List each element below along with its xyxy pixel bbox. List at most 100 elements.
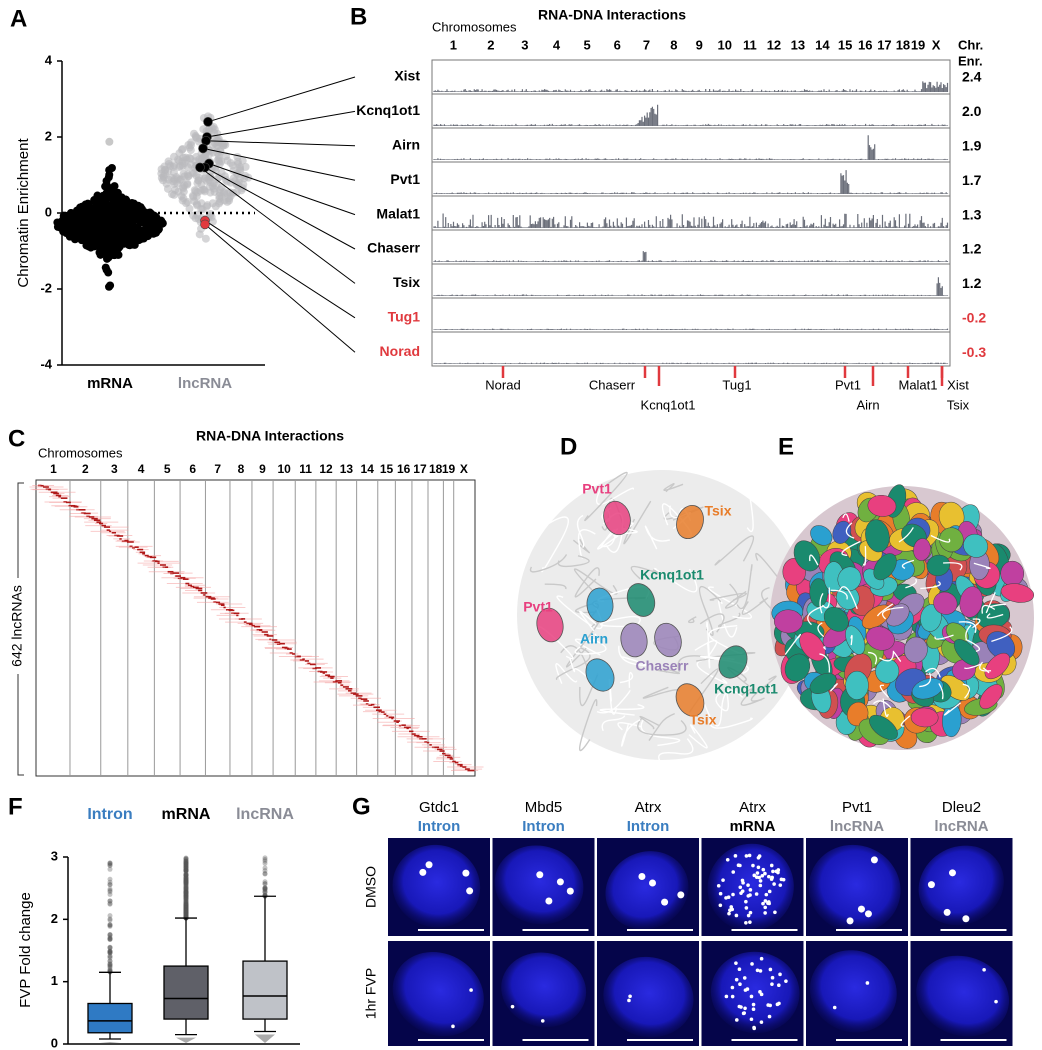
column-type: lncRNA <box>830 818 884 835</box>
chromatin-fiber <box>579 610 597 632</box>
outlier <box>107 945 113 951</box>
outlier <box>183 865 189 871</box>
chromosome-label: 3 <box>521 37 528 52</box>
outlier <box>183 902 189 908</box>
outlier <box>183 901 189 907</box>
outlier <box>183 879 189 885</box>
outlier-low <box>255 1034 275 1043</box>
outlier <box>107 949 113 955</box>
chromosome-label: 5 <box>584 37 591 52</box>
outlier <box>107 953 113 959</box>
outlier <box>183 895 189 901</box>
highlight-dot <box>195 162 205 173</box>
outlier <box>183 868 189 874</box>
locus-label: Kcnq1ot1 <box>640 567 704 583</box>
fish-spot <box>763 911 767 915</box>
outlier-low <box>100 1042 120 1043</box>
chromatin-fiber <box>838 586 858 610</box>
enrichment-value: 1.9 <box>962 138 982 154</box>
chromatin-fiber <box>740 688 765 706</box>
swarm-dot <box>115 196 124 205</box>
outlier <box>183 908 189 914</box>
outlier <box>107 860 113 866</box>
outlier <box>183 868 189 874</box>
fish-spot <box>778 883 783 887</box>
outlier <box>183 905 189 911</box>
fish-spot <box>638 873 646 881</box>
outlier <box>183 855 189 861</box>
highlight-dot <box>198 143 208 154</box>
outlier <box>183 908 189 914</box>
fish-spot <box>746 913 751 918</box>
swarm-dot <box>90 197 99 206</box>
chromosome-label: 12 <box>319 462 333 476</box>
connector <box>204 224 356 353</box>
outlier <box>183 893 189 899</box>
fish-spot <box>761 867 766 872</box>
chromosome-label: 4 <box>553 37 561 52</box>
chromosome-label: 7 <box>214 462 221 476</box>
outlier <box>262 885 268 891</box>
chromatin-fiber <box>905 578 917 589</box>
outlier <box>107 954 113 960</box>
chromosome-label: 14 <box>361 462 375 476</box>
outlier <box>183 880 189 886</box>
outlier <box>183 858 189 864</box>
swarm-dot <box>220 196 229 205</box>
swarm-dot <box>89 216 98 225</box>
swarm-dot <box>236 165 245 174</box>
chromatin-fiber <box>930 534 951 543</box>
swarm-dot <box>59 211 68 220</box>
gene-label: Xist <box>394 68 420 84</box>
outlier <box>183 907 189 913</box>
swarm-dot <box>168 190 177 199</box>
swarm-dot <box>82 231 91 240</box>
outlier <box>183 872 189 878</box>
outlier <box>183 858 189 864</box>
chromatin-fiber <box>823 646 827 650</box>
fish-spot <box>864 910 872 918</box>
outlier <box>262 860 268 866</box>
fish-spot <box>740 889 745 893</box>
outlier <box>183 903 189 909</box>
locus-blob <box>793 540 821 572</box>
chromatin-fiber <box>596 689 631 714</box>
fish-spot <box>763 899 768 903</box>
fish-spot <box>566 887 574 895</box>
locus-blob <box>869 714 898 740</box>
swarm-dot <box>157 173 166 182</box>
outlier <box>183 860 189 866</box>
outlier <box>183 859 189 865</box>
outlier <box>183 865 189 871</box>
outlier <box>183 872 189 878</box>
outlier <box>262 871 268 877</box>
panel-title: RNA-DNA Interactions <box>538 7 686 23</box>
chromatin-fiber <box>958 621 977 634</box>
chromatin-fiber <box>569 658 593 682</box>
chromosome-label: 1 <box>450 37 457 52</box>
column-header: Chr. <box>958 37 983 52</box>
chromatin-fiber <box>943 702 962 716</box>
locus-blob <box>911 677 944 700</box>
swarm-dot <box>97 210 106 219</box>
outlier <box>183 910 189 916</box>
swarm-dot <box>99 217 108 226</box>
fish-spot <box>736 863 741 868</box>
chromatin-fiber <box>618 645 647 667</box>
chromosome-label: 13 <box>340 462 354 476</box>
outlier <box>183 877 189 883</box>
chromosome-label: 11 <box>743 37 757 52</box>
chromosome-label: 17 <box>877 37 891 52</box>
chromosome-label: 19 <box>911 37 925 52</box>
outlier <box>262 889 268 895</box>
fish-spot <box>755 871 760 875</box>
outlier <box>107 950 113 956</box>
outlier <box>107 945 113 951</box>
outlier <box>183 904 189 910</box>
fish-spot <box>865 981 870 985</box>
locus-blob <box>1000 560 1025 587</box>
panel-label: G <box>352 793 371 820</box>
locus-blob <box>939 527 964 553</box>
fish-spot <box>769 863 774 868</box>
swarm-dot <box>103 223 112 232</box>
